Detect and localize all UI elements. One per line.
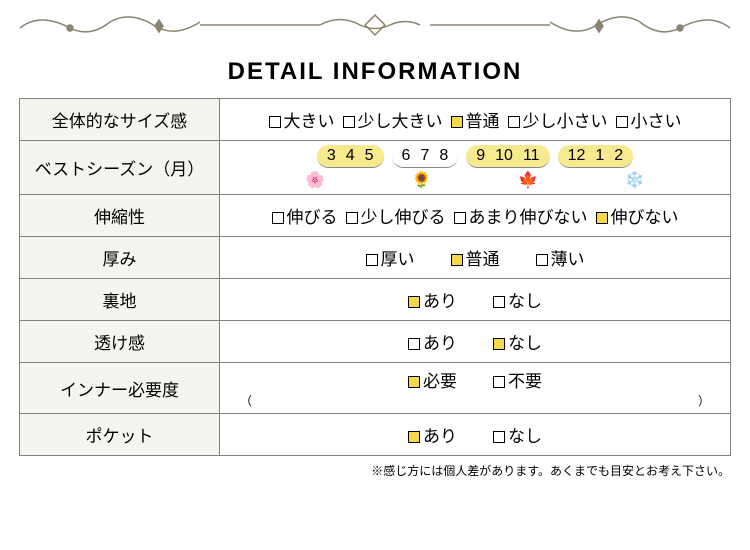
detail-table: 全体的なサイズ感 大きい少し大きい普通少し小さい小さい ベストシーズン（月） 3… bbox=[19, 98, 731, 456]
row-label: ベストシーズン（月） bbox=[20, 141, 220, 195]
checkbox-icon bbox=[493, 376, 505, 388]
checkbox-icon bbox=[269, 116, 281, 128]
option: 普通 bbox=[451, 107, 500, 132]
row-inner-content: 必要 不要 （ ） bbox=[220, 363, 731, 414]
footnote: ※感じ方には個人差があります。あくまでも目安とお考え下さい。 bbox=[0, 462, 730, 479]
season-icon: 🍁 bbox=[518, 170, 538, 190]
option: あまり伸びない bbox=[454, 203, 588, 228]
checkbox-icon bbox=[454, 212, 466, 224]
checkbox-selected-icon bbox=[493, 338, 505, 350]
checkbox-icon bbox=[366, 254, 378, 266]
option: 大きい bbox=[269, 107, 335, 132]
row-options: あり なし bbox=[220, 279, 731, 321]
checkbox-selected-icon bbox=[408, 431, 420, 443]
row-options: 大きい少し大きい普通少し小さい小さい bbox=[220, 99, 731, 141]
month: 8 bbox=[439, 147, 448, 165]
option: なし bbox=[493, 287, 542, 312]
option: あり bbox=[408, 422, 457, 447]
row-season: ベストシーズン（月） 345678910111212 🌸🌻🍁❄️ bbox=[20, 141, 731, 195]
month: 1 bbox=[595, 147, 604, 165]
season-months: 345678910111212 bbox=[232, 145, 718, 168]
row-season-content: 345678910111212 🌸🌻🍁❄️ bbox=[220, 141, 731, 195]
row-label: 厚み bbox=[20, 237, 220, 279]
month-group: 9 10 11 bbox=[466, 145, 549, 168]
row-label: ポケット bbox=[20, 414, 220, 456]
checkbox-icon bbox=[493, 296, 505, 308]
option: あり bbox=[408, 287, 457, 312]
checkbox-icon bbox=[343, 116, 355, 128]
season-icon: ❄️ bbox=[625, 170, 645, 190]
inner-note-left: （ bbox=[240, 392, 252, 409]
month: 11 bbox=[523, 147, 540, 165]
row-inner: インナー必要度 必要 不要 （ ） bbox=[20, 363, 731, 414]
decorative-ornament bbox=[0, 0, 750, 50]
option: 普通 bbox=[451, 245, 500, 270]
row-lining: 裏地 あり なし bbox=[20, 279, 731, 321]
month: 3 bbox=[327, 147, 336, 165]
row-label: 伸縮性 bbox=[20, 195, 220, 237]
checkbox-icon bbox=[346, 212, 358, 224]
checkbox-icon bbox=[616, 116, 628, 128]
month: 2 bbox=[614, 147, 623, 165]
month: 4 bbox=[346, 147, 355, 165]
checkbox-icon bbox=[272, 212, 284, 224]
month: 9 bbox=[476, 147, 485, 165]
row-thickness: 厚み 厚い 普通 薄い bbox=[20, 237, 731, 279]
month: 5 bbox=[365, 147, 374, 165]
option: 伸びない bbox=[596, 203, 679, 228]
option: 厚い bbox=[366, 245, 415, 270]
checkbox-icon bbox=[508, 116, 520, 128]
row-options: 必要 不要 bbox=[232, 367, 718, 392]
row-options: 厚い 普通 薄い bbox=[220, 237, 731, 279]
option: 薄い bbox=[536, 245, 585, 270]
option: 少し大きい bbox=[343, 107, 443, 132]
row-stretch: 伸縮性 伸びる少し伸びるあまり伸びない伸びない bbox=[20, 195, 731, 237]
month-group: 12 12 bbox=[558, 145, 634, 168]
option: あり bbox=[408, 329, 457, 354]
page-title: DETAIL INFORMATION bbox=[0, 58, 750, 86]
option: なし bbox=[493, 329, 542, 354]
row-label: 全体的なサイズ感 bbox=[20, 99, 220, 141]
season-icon: 🌻 bbox=[412, 170, 432, 190]
row-label: 裏地 bbox=[20, 279, 220, 321]
row-options: 伸びる少し伸びるあまり伸びない伸びない bbox=[220, 195, 731, 237]
checkbox-selected-icon bbox=[408, 376, 420, 388]
option: 少し小さい bbox=[508, 107, 608, 132]
row-size: 全体的なサイズ感 大きい少し大きい普通少し小さい小さい bbox=[20, 99, 731, 141]
month-group: 678 bbox=[392, 145, 459, 168]
option: 少し伸びる bbox=[346, 203, 446, 228]
option: 伸びる bbox=[272, 203, 338, 228]
option: 必要 bbox=[408, 367, 457, 392]
checkbox-icon bbox=[408, 338, 420, 350]
option: 不要 bbox=[493, 367, 542, 392]
checkbox-icon bbox=[493, 431, 505, 443]
row-pocket: ポケット あり なし bbox=[20, 414, 731, 456]
option: 小さい bbox=[616, 107, 682, 132]
option: なし bbox=[493, 422, 542, 447]
season-icons: 🌸 🌻 🍁 ❄️ bbox=[232, 170, 718, 190]
month: 6 bbox=[402, 147, 411, 165]
checkbox-icon bbox=[536, 254, 548, 266]
month: 7 bbox=[420, 147, 429, 165]
row-sheer: 透け感 あり なし bbox=[20, 321, 731, 363]
month: 12 bbox=[568, 147, 586, 165]
checkbox-selected-icon bbox=[408, 296, 420, 308]
season-icon: 🌸 bbox=[305, 170, 325, 190]
row-options: あり なし bbox=[220, 414, 731, 456]
month: 10 bbox=[495, 147, 513, 165]
row-label: 透け感 bbox=[20, 321, 220, 363]
inner-note-right: ） bbox=[698, 392, 710, 409]
month-group: 345 bbox=[317, 145, 384, 168]
row-label: インナー必要度 bbox=[20, 363, 220, 414]
checkbox-selected-icon bbox=[451, 254, 463, 266]
row-options: あり なし bbox=[220, 321, 731, 363]
checkbox-selected-icon bbox=[451, 116, 463, 128]
checkbox-selected-icon bbox=[596, 212, 608, 224]
